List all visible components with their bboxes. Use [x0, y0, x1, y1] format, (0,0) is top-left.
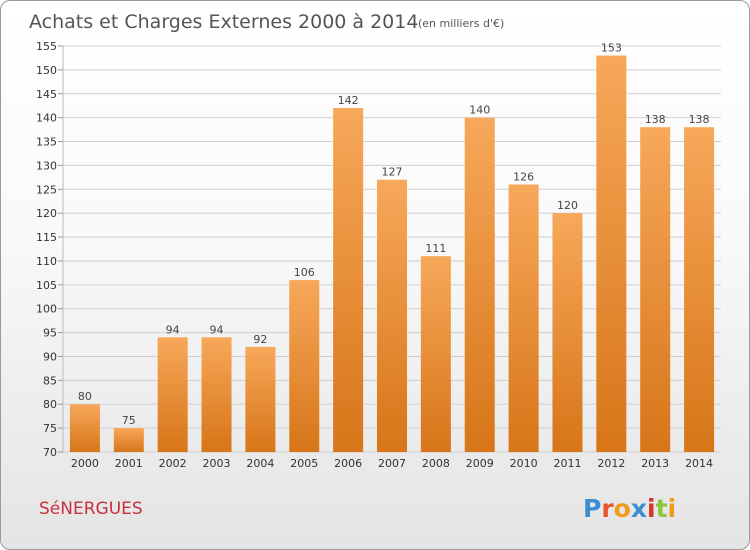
chart-subtitle: (en milliers d'€) [418, 17, 504, 30]
bar-2012 [596, 55, 627, 452]
logo-letter: t [656, 494, 668, 523]
y-tick-label: 145 [36, 88, 57, 101]
x-tick-label-2003: 2003 [203, 457, 231, 470]
y-tick-label: 70 [43, 446, 57, 459]
y-tick-label: 150 [36, 64, 57, 77]
value-label-2008: 111 [425, 242, 446, 255]
logo-letter: o [614, 494, 631, 523]
bar-2009 [464, 117, 495, 452]
x-tick-label-2008: 2008 [422, 457, 450, 470]
chart-title: Achats et Charges Externes 2000 à 2014 [29, 11, 418, 33]
value-label-2005: 106 [294, 266, 315, 279]
logo-letter: r [601, 494, 614, 523]
logo-text: Proxiti [583, 494, 676, 523]
x-tick-label-2011: 2011 [553, 457, 581, 470]
y-tick-label: 85 [43, 374, 57, 387]
bar-2002 [157, 337, 188, 452]
x-axis-ticks: 2000 2001 2002 2003 2004 2005 2006 2007 2008 2009… [71, 457, 713, 470]
x-tick-label-2010: 2010 [510, 457, 538, 470]
x-tick-label-2000: 2000 [71, 457, 99, 470]
place-name: SéNERGUES [39, 499, 143, 519]
bar-2006 [333, 108, 364, 452]
x-tick-label-2004: 2004 [246, 457, 274, 470]
bar-2010 [508, 184, 539, 453]
bar-2007 [377, 179, 407, 452]
y-tick-label: 105 [36, 279, 57, 292]
value-label-2002: 94 [166, 323, 180, 336]
x-tick-label-2001: 2001 [115, 457, 143, 470]
y-tick-label: 120 [36, 207, 57, 220]
proxiti-logo: Proxiti [583, 494, 676, 523]
y-tick-label: 135 [36, 136, 57, 149]
y-tick-label: 125 [36, 183, 57, 196]
value-label-2001: 75 [122, 414, 136, 427]
x-tick-label-2005: 2005 [290, 457, 318, 470]
x-tick-label-2006: 2006 [334, 457, 362, 470]
y-tick-label: 100 [36, 303, 57, 316]
bar-2004 [245, 346, 276, 452]
logo-letter: x [631, 494, 647, 523]
x-tick-label-2002: 2002 [159, 457, 187, 470]
value-label-2014: 138 [689, 113, 710, 126]
y-axis-ticks: 70 75 80 85 90 95 100 105 110 115 120 125 130 135 140 1… [36, 40, 57, 459]
logo-letter: i [668, 494, 677, 523]
x-tick-label-2007: 2007 [378, 457, 406, 470]
bar-2001 [113, 428, 144, 452]
y-tick-label: 155 [36, 40, 57, 53]
logo-letter: P [583, 494, 601, 523]
value-label-2004: 92 [253, 333, 267, 346]
y-tick-label: 80 [43, 398, 57, 411]
y-tick-label: 75 [43, 422, 57, 435]
y-tick-label: 95 [43, 327, 57, 340]
x-tick-label-2009: 2009 [466, 457, 494, 470]
y-tick-label: 110 [36, 255, 57, 268]
x-tick-label-2012: 2012 [597, 457, 625, 470]
value-label-2010: 126 [513, 171, 534, 184]
value-label-2007: 127 [382, 166, 403, 179]
x-tick-label-2013: 2013 [641, 457, 669, 470]
bar-2005 [289, 280, 320, 452]
bar-2008 [420, 256, 451, 452]
bar-2000 [69, 404, 100, 452]
bar-series: 80 75 94 94 92 106 142 127 111 140 126 120 153 138 138 [69, 42, 715, 453]
y-tick-label: 140 [36, 112, 57, 125]
value-label-2012: 153 [601, 42, 622, 55]
value-label-2003: 94 [210, 323, 224, 336]
y-tick-label: 115 [36, 231, 57, 244]
bar-2013 [640, 127, 671, 452]
bar-2014 [684, 127, 715, 452]
value-label-2011: 120 [557, 199, 578, 212]
y-tick-label: 130 [36, 159, 57, 172]
bar-2011 [552, 213, 583, 452]
value-label-2000: 80 [78, 390, 92, 403]
logo-letter: i [647, 494, 656, 523]
value-label-2006: 142 [338, 94, 359, 107]
y-tick-label: 90 [43, 350, 57, 363]
x-tick-label-2014: 2014 [685, 457, 713, 470]
value-label-2013: 138 [645, 113, 666, 126]
bar-2003 [201, 337, 232, 452]
value-label-2009: 140 [469, 104, 490, 117]
